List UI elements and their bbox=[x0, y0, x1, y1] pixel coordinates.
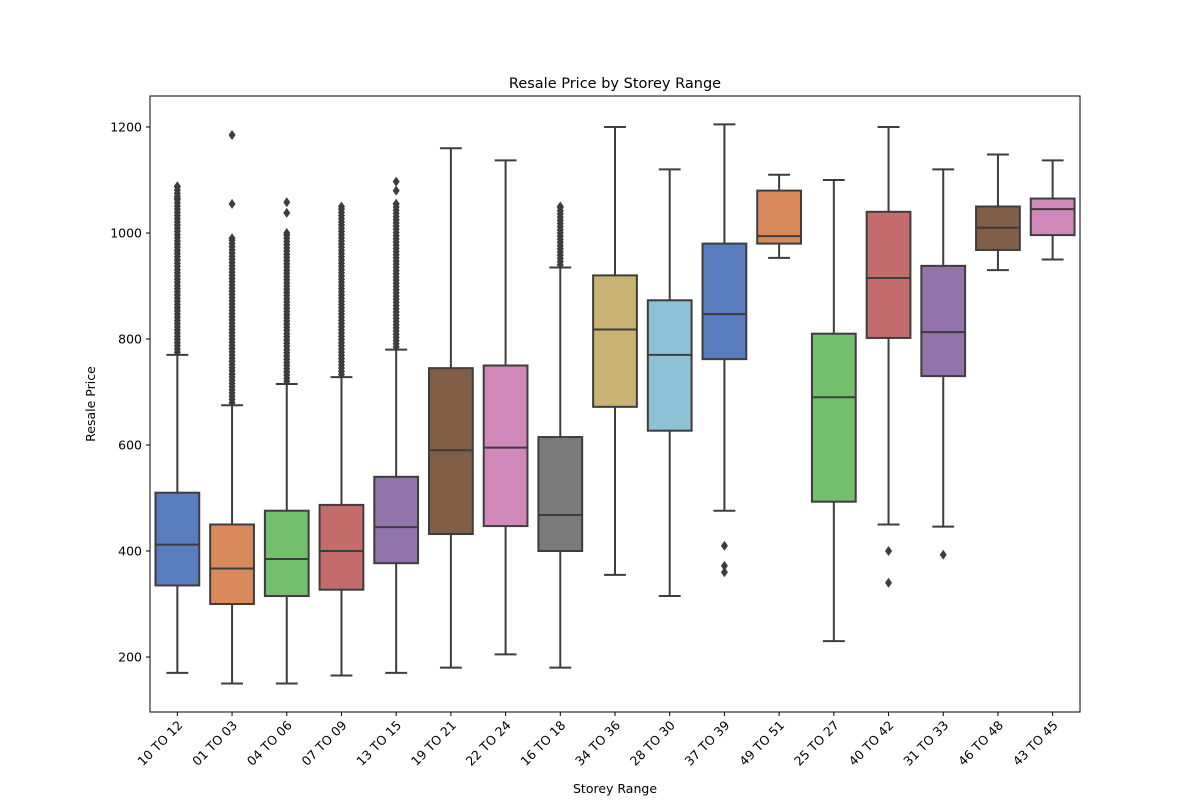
box-25-to-27 bbox=[810, 179, 857, 643]
y-tick-label: 200 bbox=[118, 650, 142, 665]
y-tick-label: 400 bbox=[118, 544, 142, 559]
box-01-to-03 bbox=[209, 129, 255, 685]
box-iqr bbox=[482, 364, 529, 528]
box-49-to-51 bbox=[756, 173, 802, 259]
outlier-point bbox=[720, 540, 728, 551]
outlier-point bbox=[392, 185, 400, 196]
box-iqr bbox=[646, 299, 693, 432]
chart-title: Resale Price by Storey Range bbox=[509, 76, 721, 92]
box-07-to-09 bbox=[318, 201, 365, 677]
outlier-point bbox=[173, 193, 181, 204]
box-iqr bbox=[810, 332, 857, 503]
box-04-to-06 bbox=[263, 197, 310, 685]
box-iqr bbox=[154, 491, 201, 587]
box-28-to-30 bbox=[646, 168, 693, 598]
box-43-to-45 bbox=[1029, 159, 1076, 261]
outlier-point bbox=[173, 181, 181, 192]
outlier-point bbox=[283, 207, 291, 218]
box-iqr bbox=[701, 242, 748, 361]
outlier-point bbox=[939, 549, 947, 560]
outlier-point bbox=[228, 129, 236, 140]
box-31-to-33 bbox=[920, 168, 967, 560]
box-16-to-18 bbox=[537, 201, 584, 669]
box-iqr bbox=[263, 509, 310, 598]
outlier-point bbox=[720, 567, 728, 578]
box-19-to-21 bbox=[428, 147, 474, 669]
outlier-point bbox=[283, 197, 291, 208]
y-tick-label: 1000 bbox=[110, 226, 142, 241]
outlier-point bbox=[392, 198, 400, 209]
y-axis-label: Resale Price bbox=[83, 366, 98, 442]
outlier-point bbox=[720, 560, 728, 571]
outlier-point bbox=[885, 577, 893, 588]
outlier-point bbox=[337, 201, 345, 212]
box-iqr bbox=[1029, 197, 1076, 237]
box-37-to-39 bbox=[701, 123, 748, 578]
box-iqr bbox=[865, 210, 912, 339]
box-iqr bbox=[209, 523, 255, 605]
outlier-point bbox=[392, 176, 400, 187]
box-iqr bbox=[537, 436, 584, 552]
outlier-point bbox=[283, 228, 291, 238]
outlier-point bbox=[885, 546, 893, 556]
box-iqr bbox=[756, 189, 802, 245]
y-tick-label: 800 bbox=[118, 332, 142, 347]
axes-frame bbox=[149, 95, 1081, 713]
box-46-to-48 bbox=[975, 153, 1021, 272]
box-22-to-24 bbox=[482, 159, 529, 656]
box-iqr bbox=[592, 274, 638, 408]
box-40-to-42 bbox=[865, 126, 912, 588]
outlier-point bbox=[228, 198, 236, 209]
box-34-to-36 bbox=[592, 126, 638, 576]
box-iqr bbox=[373, 475, 420, 565]
outlier-point bbox=[228, 233, 236, 244]
box-iqr bbox=[920, 264, 967, 378]
plot-area bbox=[154, 123, 1076, 685]
y-tick-label: 600 bbox=[118, 438, 142, 453]
x-axis-label: Storey Range bbox=[573, 781, 657, 796]
outlier-point bbox=[556, 201, 564, 212]
box-10-to-12 bbox=[154, 181, 201, 674]
box-iqr bbox=[318, 503, 365, 591]
y-axis: 200 400 600 800 1000 1200 bbox=[110, 120, 150, 665]
box-13-to-15 bbox=[373, 176, 420, 674]
y-tick-label: 1200 bbox=[110, 120, 142, 135]
